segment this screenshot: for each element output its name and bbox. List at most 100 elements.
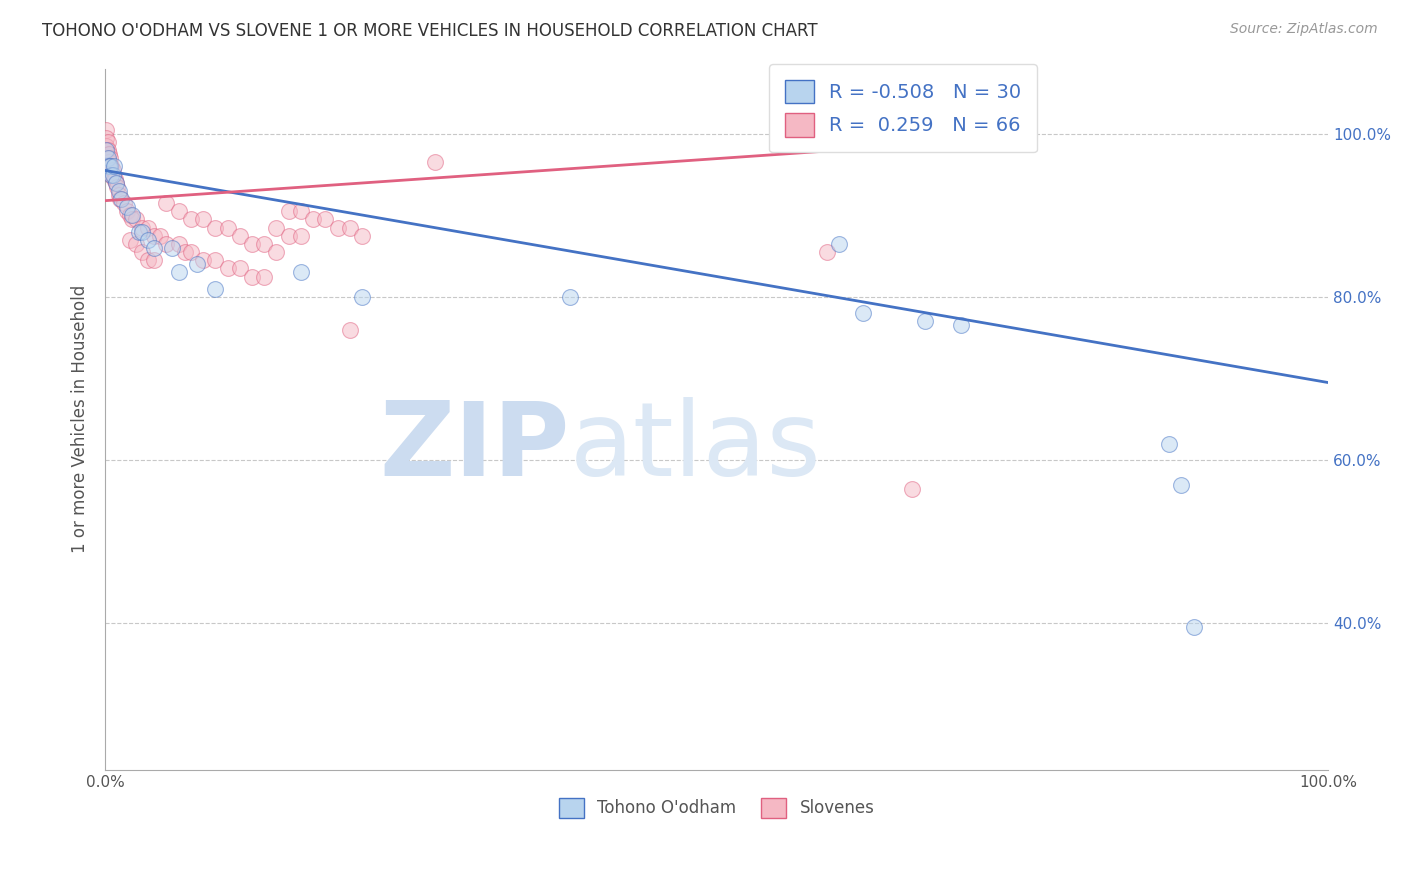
Point	[97, 151, 120, 165]
Point	[100, 168, 122, 182]
Point	[815, 245, 838, 260]
Point	[217, 220, 239, 235]
Point	[180, 212, 202, 227]
Point	[97, 143, 120, 157]
Point	[173, 245, 195, 260]
Point	[162, 241, 184, 255]
Point	[266, 220, 288, 235]
Point	[136, 220, 159, 235]
Point	[558, 290, 581, 304]
Point	[1170, 477, 1192, 491]
Point	[110, 192, 132, 206]
Point	[100, 168, 122, 182]
Y-axis label: 1 or more Vehicles in Household: 1 or more Vehicles in Household	[72, 285, 89, 553]
Point	[277, 204, 299, 219]
Text: atlas: atlas	[569, 397, 821, 498]
Point	[266, 245, 288, 260]
Point	[136, 253, 159, 268]
Point	[101, 163, 124, 178]
Point	[302, 212, 325, 227]
Point	[229, 261, 252, 276]
Point	[217, 261, 239, 276]
Point	[229, 228, 252, 243]
Point	[314, 212, 336, 227]
Point	[852, 306, 875, 320]
Point	[204, 220, 226, 235]
Point	[240, 269, 263, 284]
Point	[112, 196, 135, 211]
Point	[97, 147, 120, 161]
Point	[186, 257, 208, 271]
Point	[97, 155, 120, 169]
Point	[253, 236, 276, 251]
Point	[950, 318, 973, 333]
Point	[107, 179, 129, 194]
Point	[98, 160, 121, 174]
Point	[326, 220, 349, 235]
Point	[107, 184, 129, 198]
Point	[180, 245, 202, 260]
Point	[131, 220, 153, 235]
Point	[103, 171, 125, 186]
Point	[290, 228, 312, 243]
Point	[167, 204, 190, 219]
Point	[143, 241, 166, 255]
Point	[290, 265, 312, 279]
Point	[100, 160, 122, 174]
Point	[1182, 620, 1205, 634]
Point	[204, 253, 226, 268]
Point	[96, 122, 118, 136]
Point	[98, 151, 121, 165]
Point	[101, 168, 124, 182]
Point	[115, 200, 138, 214]
Point	[155, 236, 177, 251]
Point	[277, 228, 299, 243]
Point	[350, 290, 373, 304]
Point	[204, 282, 226, 296]
Point	[115, 204, 138, 219]
Point	[136, 233, 159, 247]
Point	[103, 160, 125, 174]
Point	[425, 155, 447, 169]
Point	[107, 188, 129, 202]
Point	[167, 236, 190, 251]
Point	[240, 236, 263, 251]
Point	[143, 253, 166, 268]
Legend: Tohono O'odham, Slovenes: Tohono O'odham, Slovenes	[553, 791, 882, 825]
Point	[125, 236, 148, 251]
Point	[105, 176, 128, 190]
Point	[290, 204, 312, 219]
Point	[96, 131, 118, 145]
Point	[828, 236, 851, 251]
Point	[143, 228, 166, 243]
Point	[914, 314, 936, 328]
Point	[96, 139, 118, 153]
Point	[98, 160, 121, 174]
Point	[104, 171, 127, 186]
Point	[96, 143, 118, 157]
Point	[105, 176, 128, 190]
Point	[901, 482, 924, 496]
Point	[155, 196, 177, 211]
Point	[108, 192, 131, 206]
Point	[191, 212, 214, 227]
Point	[1159, 436, 1181, 450]
Point	[339, 322, 361, 336]
Text: Source: ZipAtlas.com: Source: ZipAtlas.com	[1230, 22, 1378, 37]
Point	[125, 212, 148, 227]
Point	[118, 233, 141, 247]
Point	[339, 220, 361, 235]
Point	[118, 208, 141, 222]
Point	[149, 228, 172, 243]
Point	[121, 212, 143, 227]
Point	[167, 265, 190, 279]
Point	[97, 135, 120, 149]
Text: ZIP: ZIP	[380, 397, 569, 498]
Point	[128, 225, 150, 239]
Point	[191, 253, 214, 268]
Point	[97, 160, 120, 174]
Point	[253, 269, 276, 284]
Point	[131, 245, 153, 260]
Point	[350, 228, 373, 243]
Point	[121, 208, 143, 222]
